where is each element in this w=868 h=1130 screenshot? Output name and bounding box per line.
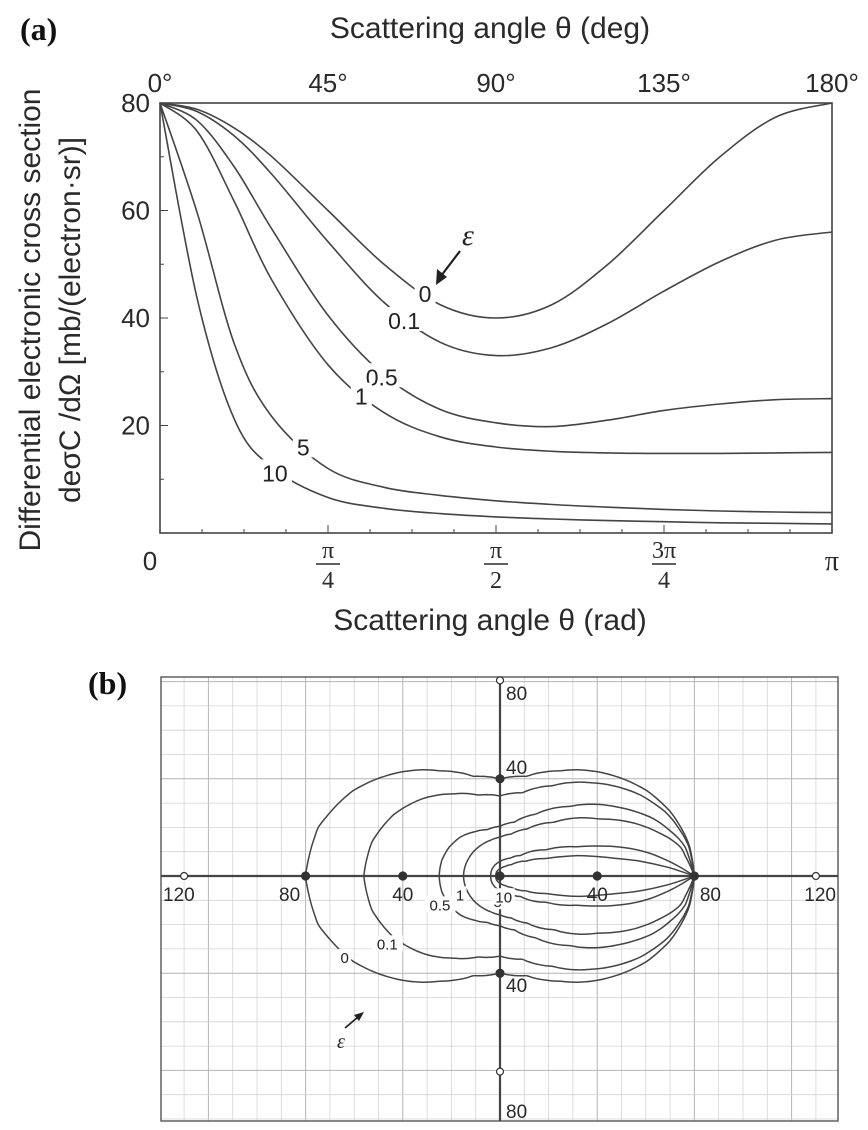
- epsilon-label-b: ε: [337, 1031, 345, 1053]
- polar-tick-labels: 120 80 40 40 80 120 80 40 40 80: [163, 684, 836, 1123]
- series-label-1: 1: [355, 384, 368, 410]
- polar-x-tick-label: 120: [804, 885, 836, 906]
- bottom-tick-label: 0: [143, 546, 157, 576]
- epsilon-arrowhead-a: [436, 269, 447, 285]
- axis-dot: [495, 1067, 505, 1076]
- series-label-gap: [380, 306, 428, 331]
- series-label-0: 0: [419, 281, 432, 307]
- polar-x-tick-label: 120: [163, 885, 195, 906]
- bottom-tick-labels: 0 π 4 π 2 3π 4 π: [143, 538, 839, 594]
- bottom-axis-title: Scattering angle θ (rad): [333, 604, 647, 637]
- series-label-gap: [350, 382, 372, 407]
- axis-dot: [495, 774, 505, 784]
- bottom-tick-denominator: 4: [322, 568, 334, 594]
- series-line-0.5: [159, 102, 833, 428]
- axis-dot: [495, 968, 505, 978]
- series-label-10: 10: [262, 460, 288, 486]
- bottom-tick-numerator: 3π: [652, 538, 676, 564]
- axis-dot: [592, 871, 602, 881]
- axis-dot: [689, 871, 700, 881]
- polar-label-gap: [453, 886, 467, 903]
- polar-y-tick-label: 40: [506, 758, 527, 779]
- y-tick-labels: 80 60 40 20: [121, 88, 150, 441]
- epsilon-arrow-b: [344, 1016, 359, 1029]
- bottom-tick-denominator: 4: [658, 568, 670, 594]
- panel-b-label: (b): [88, 665, 127, 701]
- polar-label-gap: [492, 888, 515, 905]
- series-label-0.1: 0.1: [388, 308, 420, 334]
- tick-marks: [159, 102, 833, 534]
- epsilon-label-a: ε: [462, 219, 474, 252]
- series-line-0.1: [159, 102, 833, 357]
- polar-label-gap: [424, 896, 456, 913]
- top-tick-labels: 0° 45° 90° 135° 180°: [148, 68, 859, 98]
- series-line-10: [159, 102, 833, 525]
- epsilon-annotation-a: ε: [436, 219, 474, 285]
- polar-curve-0.1: [363, 781, 696, 971]
- axis-dot: [495, 676, 505, 685]
- axis-dot: [180, 871, 189, 881]
- top-tick-label: 135°: [637, 68, 691, 98]
- bottom-tick-denominator: 2: [490, 568, 502, 594]
- top-tick-label: 90°: [476, 68, 515, 98]
- axis-dot: [811, 871, 821, 881]
- y-axis-title-line2: deσC /dΩ [mb/(electron·sr)]: [54, 137, 87, 503]
- y-tick-label: 60: [121, 196, 150, 226]
- y-tick-label: 20: [121, 411, 150, 441]
- series-label-gap: [257, 459, 292, 484]
- polar-series-label-0.1: 0.1: [377, 936, 398, 953]
- polar-curve-1: [462, 817, 696, 935]
- polar-series-label-1: 1: [456, 887, 464, 904]
- polar-label-gap: [338, 949, 352, 966]
- series-label-5: 5: [297, 434, 310, 460]
- polar-series-label-10: 10: [495, 889, 512, 906]
- polar-x-tick-label: 40: [587, 885, 608, 906]
- axis-dot: [495, 871, 505, 881]
- polar-x-tick-label: 40: [392, 885, 413, 906]
- series-label-gap: [414, 279, 436, 304]
- polar-x-tick-label: 80: [700, 885, 721, 906]
- axis-dot: [398, 871, 408, 881]
- polar-label-gap: [371, 935, 403, 952]
- y-tick-label: 40: [121, 303, 150, 333]
- epsilon-annotation-b: ε: [337, 1012, 364, 1053]
- top-tick-label: 180°: [805, 68, 859, 98]
- polar-curve-0.5: [438, 803, 696, 949]
- polar-y-tick-label: 40: [506, 976, 527, 997]
- epsilon-arrowhead-b: [354, 1012, 364, 1021]
- series-line-1: [159, 102, 833, 455]
- series-label-gap: [292, 433, 314, 458]
- axis-dot: [301, 871, 311, 881]
- bottom-tick-label: π: [825, 546, 839, 577]
- epsilon-arrow-a: [440, 250, 461, 277]
- polar-x-tick-label: 80: [279, 885, 300, 906]
- bottom-tick-numerator: π: [322, 538, 334, 564]
- y-axis-title-line1: Differential electronic cross section: [14, 89, 47, 552]
- series-curves: [159, 102, 833, 525]
- polar-y-tick-label: 80: [506, 1102, 527, 1123]
- y-axis-title: Differential electronic cross section de…: [14, 89, 87, 552]
- panel-a-label: (a): [20, 11, 57, 47]
- series-line-0: [159, 102, 833, 319]
- top-tick-label: 45°: [308, 68, 347, 98]
- panel-a: (a) Scattering angle θ (deg) Differentia…: [14, 11, 859, 637]
- polar-y-tick-label: 80: [506, 684, 527, 705]
- top-tick-label: 0°: [148, 68, 173, 98]
- y-tick-label: 80: [121, 88, 150, 118]
- series-line-5: [159, 102, 833, 514]
- polar-series-label-0: 0: [341, 950, 349, 967]
- axis-dots: [180, 676, 821, 1076]
- bottom-tick-numerator: π: [490, 538, 502, 564]
- top-axis-title: Scattering angle θ (deg): [330, 12, 650, 45]
- polar-series-label-0.5: 0.5: [430, 897, 451, 914]
